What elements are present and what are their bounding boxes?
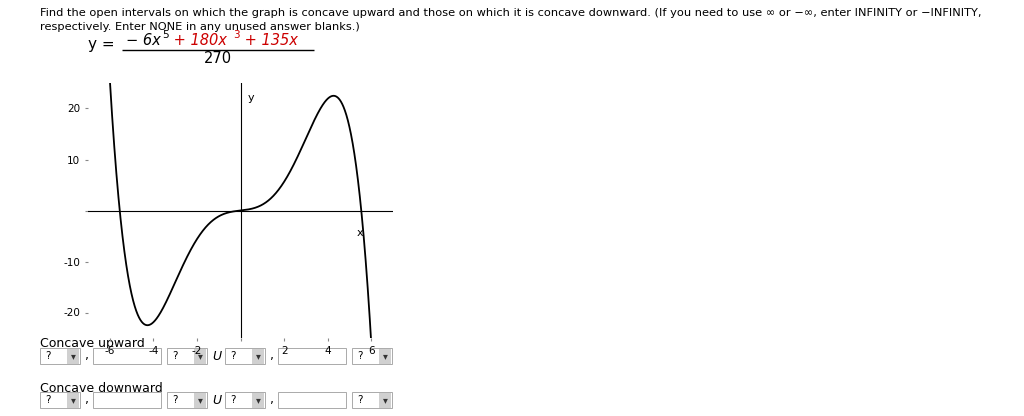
- Text: ?: ?: [45, 395, 50, 405]
- FancyBboxPatch shape: [252, 349, 264, 364]
- Text: − 6x: − 6x: [126, 33, 161, 48]
- Text: Concave downward: Concave downward: [40, 381, 163, 394]
- FancyBboxPatch shape: [40, 392, 80, 408]
- Text: Find the open intervals on which the graph is concave upward and those on which : Find the open intervals on which the gra…: [40, 8, 981, 18]
- Text: ,: ,: [85, 349, 89, 362]
- FancyBboxPatch shape: [379, 349, 391, 364]
- Text: ,: ,: [270, 349, 274, 362]
- Text: ?: ?: [230, 395, 236, 405]
- Text: ▾: ▾: [256, 395, 260, 405]
- Text: ?: ?: [172, 351, 177, 361]
- Text: ▾: ▾: [198, 395, 203, 405]
- Text: ▾: ▾: [198, 351, 203, 361]
- Text: U: U: [212, 394, 221, 406]
- FancyBboxPatch shape: [167, 392, 207, 408]
- FancyBboxPatch shape: [93, 392, 161, 408]
- Text: y =: y =: [88, 37, 115, 52]
- FancyBboxPatch shape: [67, 393, 79, 408]
- Text: Concave upward: Concave upward: [40, 337, 144, 351]
- Text: ?: ?: [357, 395, 362, 405]
- Text: ▾: ▾: [383, 351, 387, 361]
- Text: 3: 3: [233, 30, 240, 40]
- FancyBboxPatch shape: [67, 349, 79, 364]
- Text: ?: ?: [172, 395, 177, 405]
- Text: ,: ,: [85, 394, 89, 406]
- Text: ?: ?: [45, 351, 50, 361]
- Text: ▾: ▾: [71, 351, 76, 361]
- Text: + 135x: + 135x: [240, 33, 298, 48]
- Text: y: y: [248, 94, 255, 104]
- Text: x: x: [357, 228, 364, 238]
- FancyBboxPatch shape: [194, 349, 206, 364]
- FancyBboxPatch shape: [225, 348, 265, 364]
- FancyBboxPatch shape: [194, 393, 206, 408]
- FancyBboxPatch shape: [93, 348, 161, 364]
- Text: ?: ?: [230, 351, 236, 361]
- FancyBboxPatch shape: [278, 348, 346, 364]
- Text: ▾: ▾: [383, 395, 387, 405]
- Text: U: U: [212, 349, 221, 362]
- FancyBboxPatch shape: [278, 392, 346, 408]
- FancyBboxPatch shape: [352, 392, 392, 408]
- Text: + 180x: + 180x: [169, 33, 227, 48]
- FancyBboxPatch shape: [352, 348, 392, 364]
- Text: ▾: ▾: [71, 395, 76, 405]
- FancyBboxPatch shape: [40, 348, 80, 364]
- Text: 5: 5: [162, 30, 169, 40]
- Text: 270: 270: [204, 51, 232, 66]
- Text: ,: ,: [270, 394, 274, 406]
- Text: ▾: ▾: [256, 351, 260, 361]
- FancyBboxPatch shape: [167, 348, 207, 364]
- Text: respectively. Enter NONE in any unused answer blanks.): respectively. Enter NONE in any unused a…: [40, 22, 359, 32]
- Text: ?: ?: [357, 351, 362, 361]
- FancyBboxPatch shape: [379, 393, 391, 408]
- FancyBboxPatch shape: [225, 392, 265, 408]
- FancyBboxPatch shape: [252, 393, 264, 408]
